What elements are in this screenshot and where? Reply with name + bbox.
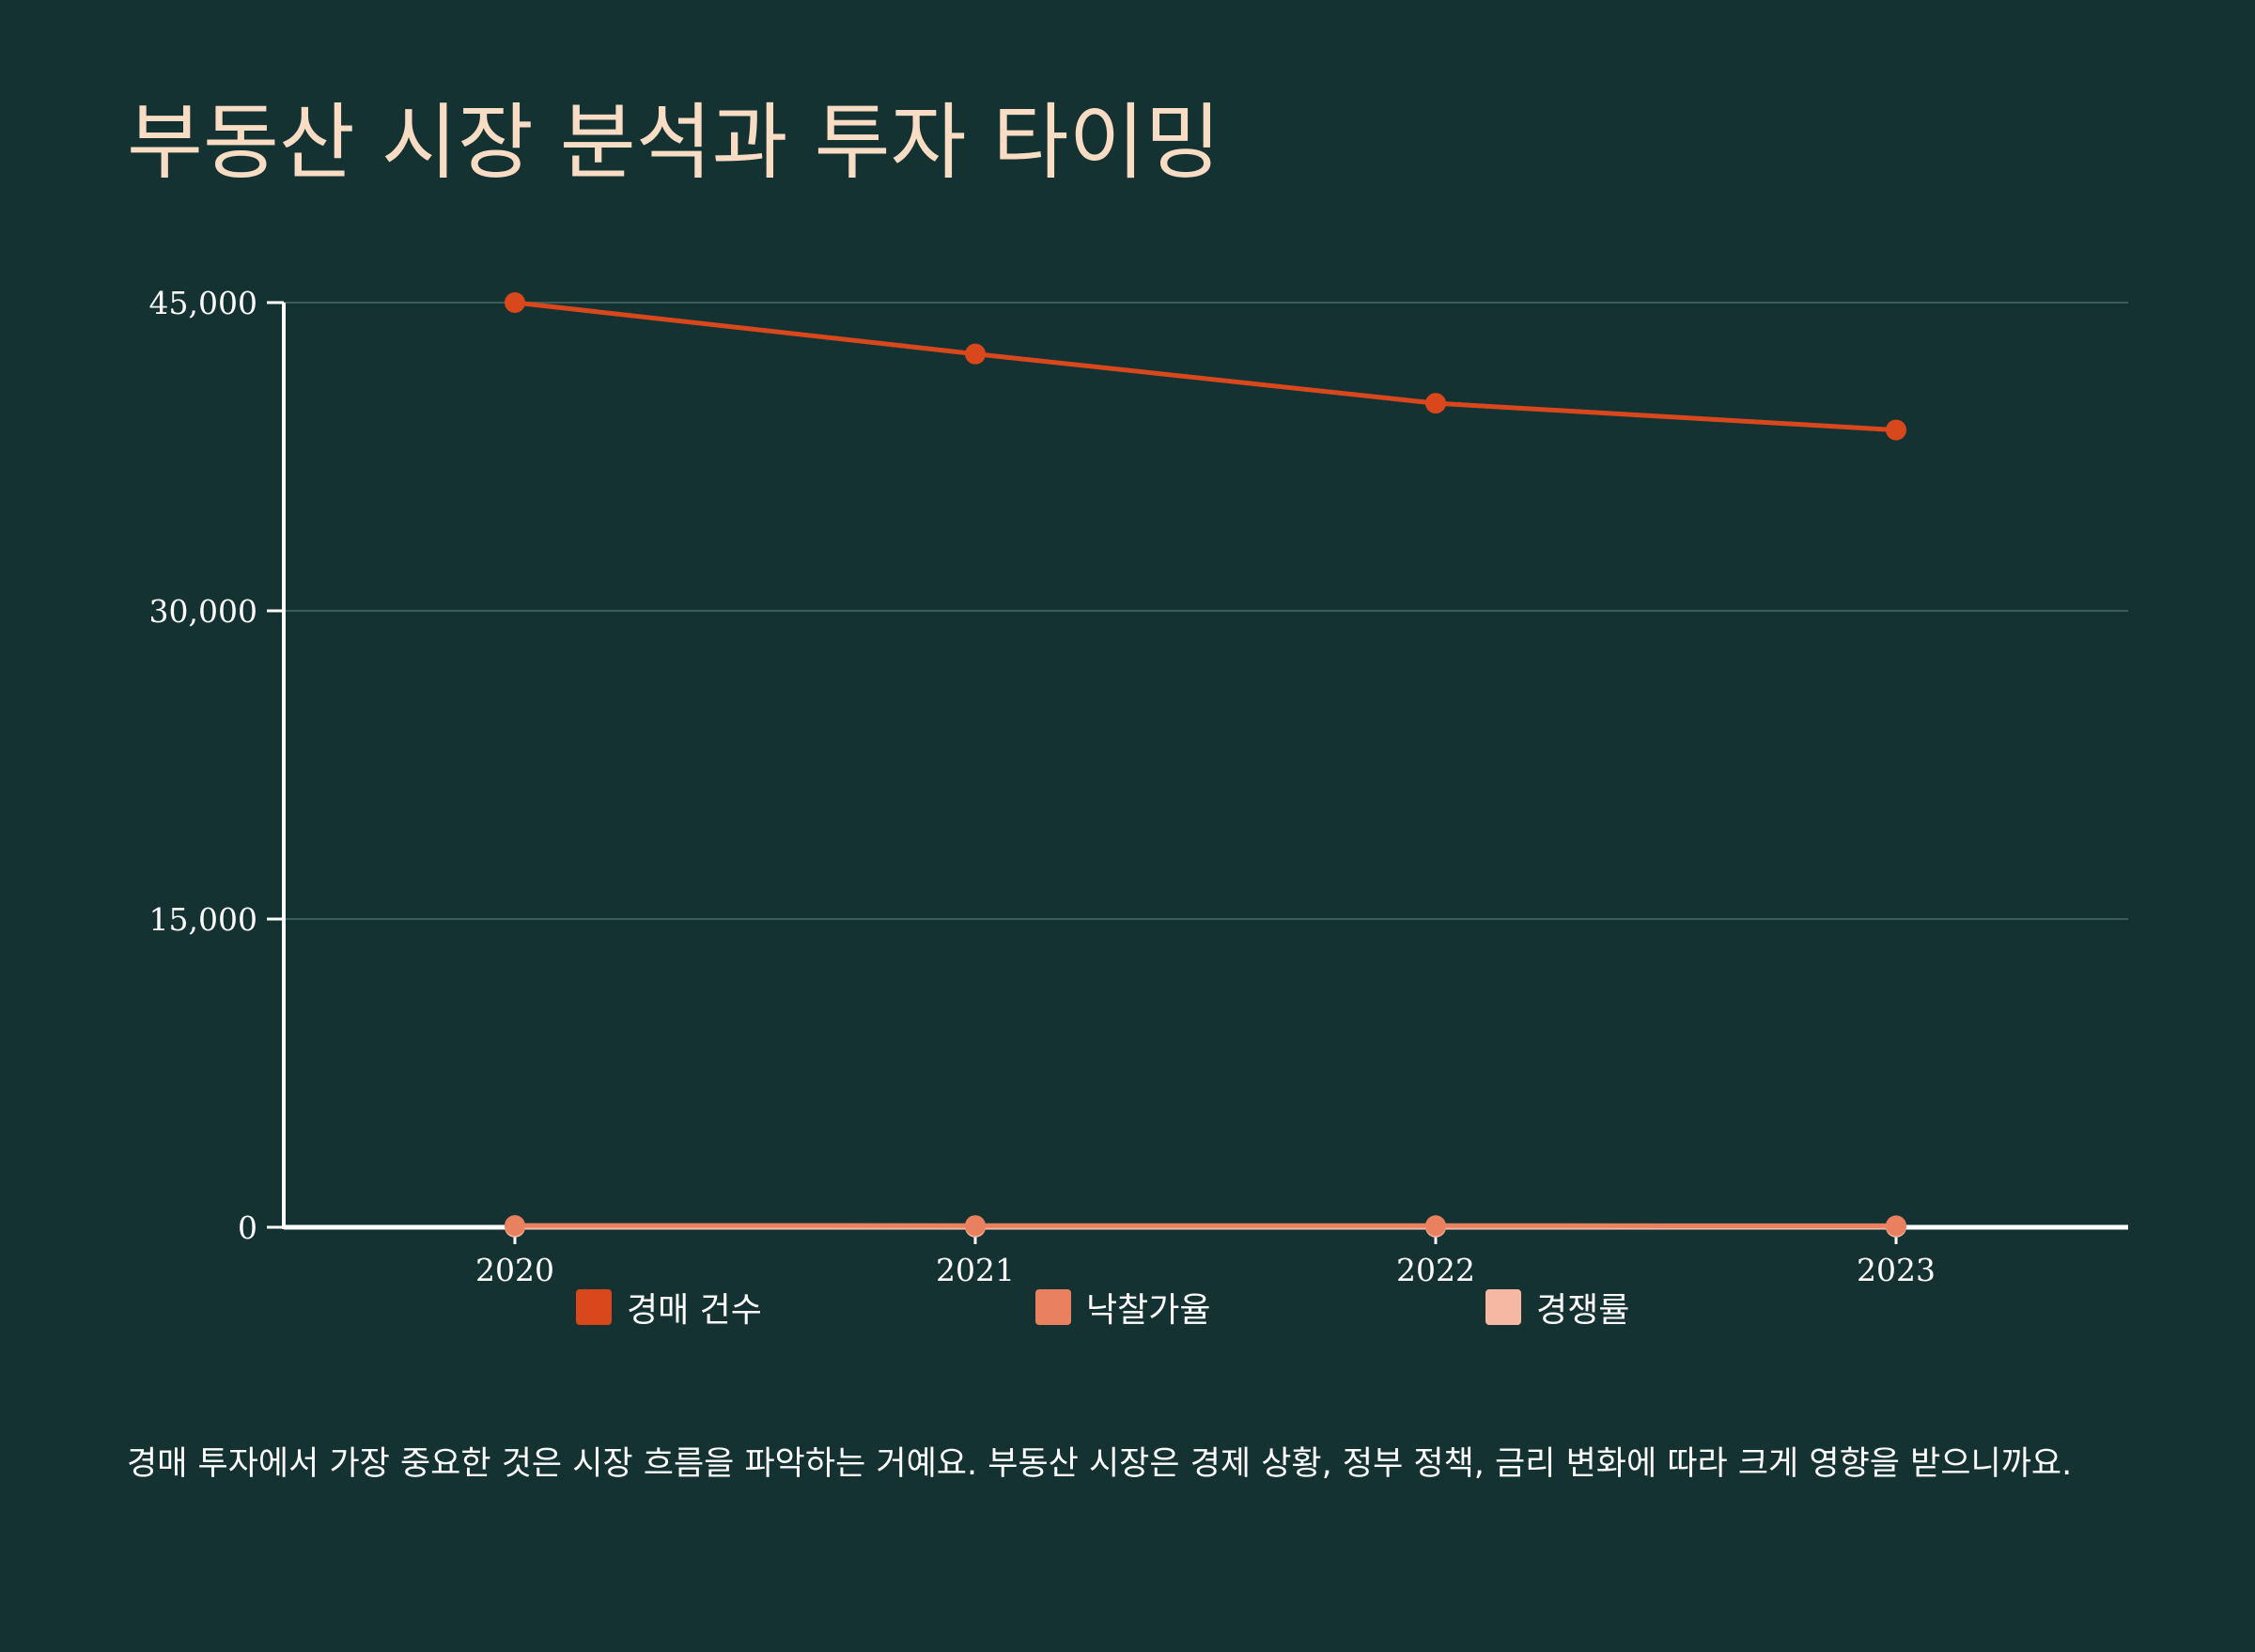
x-tick-label: 2022 [1396, 1252, 1475, 1288]
series-2-point [1425, 1215, 1446, 1237]
y-tick-label: 30,000 [149, 593, 257, 630]
series-line-1 [514, 300, 1897, 433]
page-title: 부동산 시장 분석과 투자 타이밍 [127, 94, 1221, 191]
series-2-point [1886, 1215, 1906, 1237]
series-2-point [965, 1215, 986, 1237]
description-text: 경매 투자에서 가장 중요한 것은 시장 흐름을 파악하는 거예요. 부동산 시… [127, 1445, 2073, 1483]
legend-swatch-winning-bid-rate [1035, 1289, 1071, 1325]
series-1-point [965, 343, 986, 365]
legend-item-auction-count: 경매 건수 [576, 1284, 762, 1331]
series-1-point [505, 292, 525, 313]
x-tick-label: 2020 [475, 1252, 554, 1288]
y-tick-label: 15,000 [149, 901, 257, 938]
x-tick-label: 2023 [1857, 1252, 1936, 1288]
y-tick-label: 45,000 [149, 285, 257, 321]
series-2-point [505, 1215, 525, 1237]
series-1-point [1425, 393, 1446, 414]
legend-swatch-competition-rate [1485, 1289, 1521, 1325]
series-1-point [1886, 419, 1906, 441]
legend-label-winning-bid-rate: 낙찰가율 [1086, 1291, 1211, 1330]
y-tick-label: 0 [238, 1209, 257, 1246]
legend-swatch-auction-count [576, 1289, 612, 1325]
legend-label-auction-count: 경매 건수 [627, 1291, 762, 1330]
legend-item-winning-bid-rate: 낙찰가율 [1035, 1284, 1210, 1331]
x-tick-label: 2021 [936, 1252, 1015, 1288]
legend-item-competition-rate: 경쟁률 [1485, 1284, 1629, 1331]
legend-label-competition-rate: 경쟁률 [1536, 1291, 1630, 1330]
